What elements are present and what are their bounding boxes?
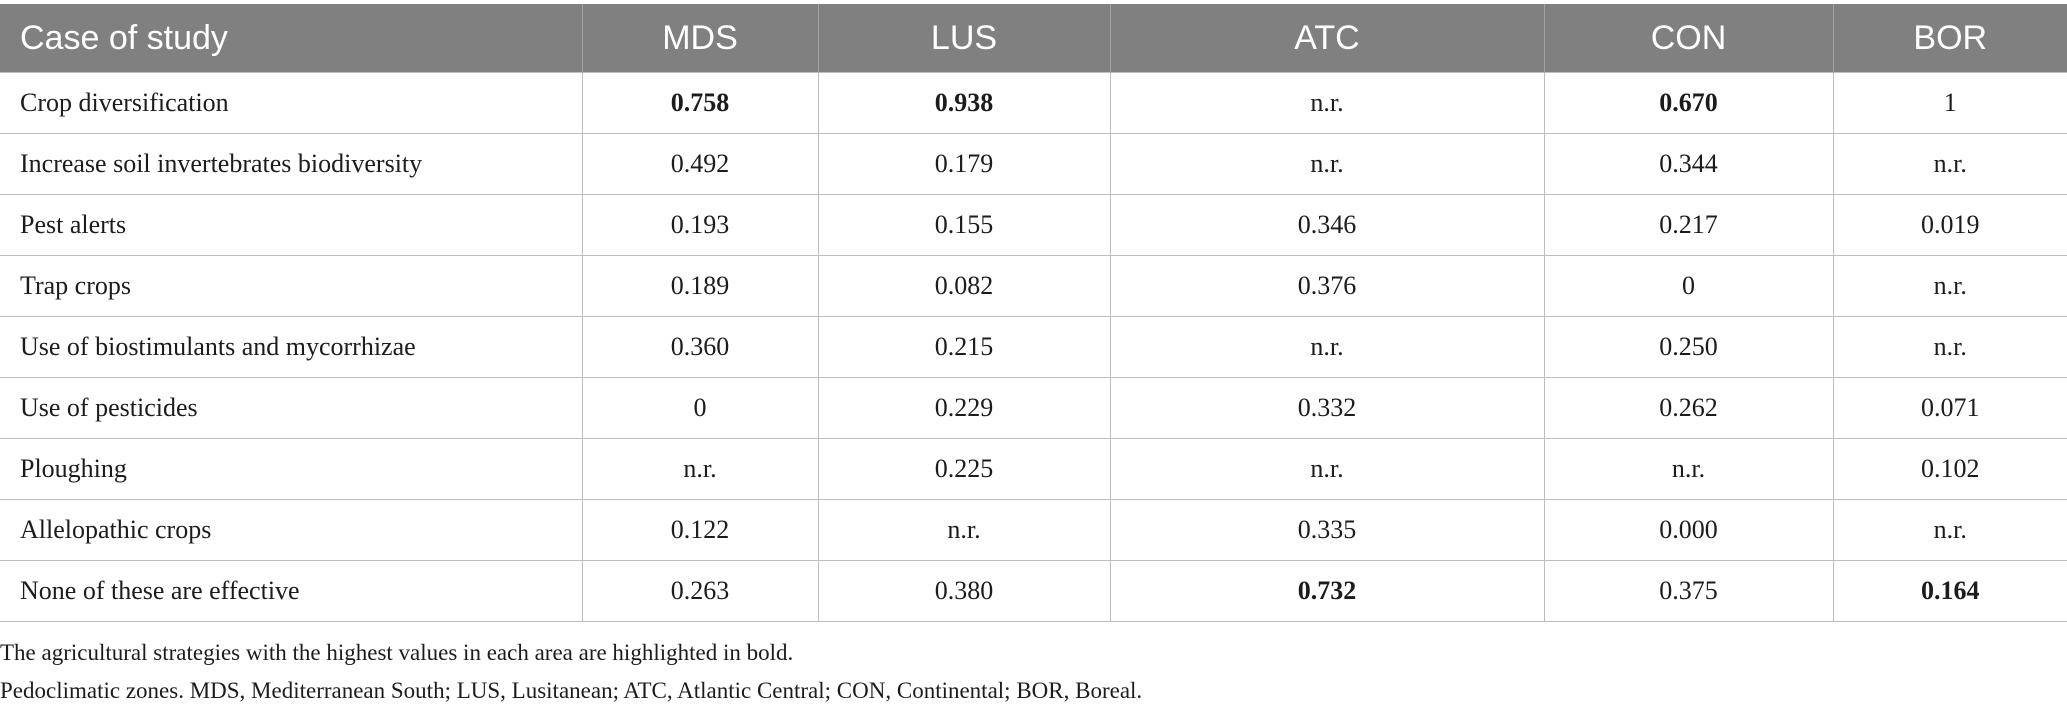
table-cell: 0.225 xyxy=(817,438,1111,500)
table-cell: 0.380 xyxy=(817,560,1111,622)
table-cell: 0.189 xyxy=(581,255,819,317)
footnote-zones: Pedoclimatic zones. MDS, Mediterranean S… xyxy=(0,678,1143,703)
header-lus: LUS xyxy=(817,4,1110,73)
row-label: Allelopathic crops xyxy=(0,499,583,561)
table-row: Ploughing n.r. 0.225 n.r. n.r. 0.102 xyxy=(0,438,2067,500)
table-cell: 0.217 xyxy=(1543,194,1834,256)
table-cell: 0.335 xyxy=(1109,499,1545,561)
row-label: Use of biostimulants and mycorrhizae xyxy=(0,316,583,378)
table-footnotes: The agricultural strategies with the hig… xyxy=(0,634,2067,710)
table-container: Case of study MDS LUS ATC CON BOR Crop d… xyxy=(0,4,2067,710)
header-row: Case of study MDS LUS ATC CON BOR xyxy=(0,4,2067,73)
table-cell: 0.376 xyxy=(1109,255,1545,317)
table-cell: 0.164 xyxy=(1832,560,2067,622)
footnote-bold: The agricultural strategies with the hig… xyxy=(0,640,794,665)
results-table: Case of study MDS LUS ATC CON BOR Crop d… xyxy=(0,4,2067,622)
table-cell: n.r. xyxy=(1543,438,1834,500)
table-cell: 0.344 xyxy=(1543,133,1834,195)
row-label: Use of pesticides xyxy=(0,377,583,439)
table-cell: n.r. xyxy=(1109,72,1545,134)
table-cell: 0.229 xyxy=(817,377,1111,439)
header-con: CON xyxy=(1543,4,1833,73)
table-row: Trap crops 0.189 0.082 0.376 0 n.r. xyxy=(0,255,2067,317)
table-cell: 0.758 xyxy=(581,72,819,134)
table-cell: 0.019 xyxy=(1832,194,2067,256)
row-label: None of these are effective xyxy=(0,560,583,622)
table-cell: 0.346 xyxy=(1109,194,1545,256)
row-label: Trap crops xyxy=(0,255,583,317)
table-cell: 0.263 xyxy=(581,560,819,622)
table-body: Crop diversification 0.758 0.938 n.r. 0.670 1… xyxy=(0,72,2067,622)
table-row: Use of biostimulants and mycorrhizae 0.36… xyxy=(0,316,2067,378)
table-row: Allelopathic crops 0.122 n.r. 0.335 0.000 n.r… xyxy=(0,499,2067,561)
table-cell: 0.262 xyxy=(1543,377,1834,439)
table-cell: n.r. xyxy=(581,438,819,500)
table-cell: 0 xyxy=(581,377,819,439)
table-cell: 0.215 xyxy=(817,316,1111,378)
table-cell: 1 xyxy=(1832,72,2067,134)
header-bor: BOR xyxy=(1832,4,2067,73)
table-row: Crop diversification 0.758 0.938 n.r. 0.670 1 xyxy=(0,72,2067,134)
table-cell: 0 xyxy=(1543,255,1834,317)
table-cell: 0.250 xyxy=(1543,316,1834,378)
table-cell: 0.375 xyxy=(1543,560,1834,622)
table-cell: 0.492 xyxy=(581,133,819,195)
table-cell: 0.155 xyxy=(817,194,1111,256)
table-cell: n.r. xyxy=(1832,316,2067,378)
table-row: Use of pesticides 0 0.229 0.332 0.262 0.071 xyxy=(0,377,2067,439)
table-cell: 0.071 xyxy=(1832,377,2067,439)
table-cell: 0.082 xyxy=(817,255,1111,317)
table-cell: 0.938 xyxy=(817,72,1111,134)
table-cell: n.r. xyxy=(1832,133,2067,195)
table-cell: 0.000 xyxy=(1543,499,1834,561)
table-row: Pest alerts 0.193 0.155 0.346 0.217 0.019 xyxy=(0,194,2067,256)
table-cell: n.r. xyxy=(1109,133,1545,195)
table-cell: n.r. xyxy=(1109,438,1545,500)
row-label: Pest alerts xyxy=(0,194,583,256)
table-cell: 0.332 xyxy=(1109,377,1545,439)
table-cell: 0.102 xyxy=(1832,438,2067,500)
row-label: Ploughing xyxy=(0,438,583,500)
table-cell: 0.360 xyxy=(581,316,819,378)
row-label: Crop diversification xyxy=(0,72,583,134)
table-cell: 0.122 xyxy=(581,499,819,561)
table-cell: n.r. xyxy=(1832,255,2067,317)
header-atc: ATC xyxy=(1109,4,1544,73)
table-cell: n.r. xyxy=(1832,499,2067,561)
table-cell: 0.193 xyxy=(581,194,819,256)
table-cell: n.r. xyxy=(1109,316,1545,378)
table-cell: 0.732 xyxy=(1109,560,1545,622)
row-label: Increase soil invertebrates biodiversity xyxy=(0,133,583,195)
header-case-of-study: Case of study xyxy=(0,4,582,73)
table-cell: 0.179 xyxy=(817,133,1111,195)
table-row: None of these are effective 0.263 0.380 0.7… xyxy=(0,560,2067,622)
header-mds: MDS xyxy=(581,4,818,73)
table-cell: 0.670 xyxy=(1543,72,1834,134)
table-cell: n.r. xyxy=(817,499,1111,561)
table-row: Increase soil invertebrates biodiversity… xyxy=(0,133,2067,195)
